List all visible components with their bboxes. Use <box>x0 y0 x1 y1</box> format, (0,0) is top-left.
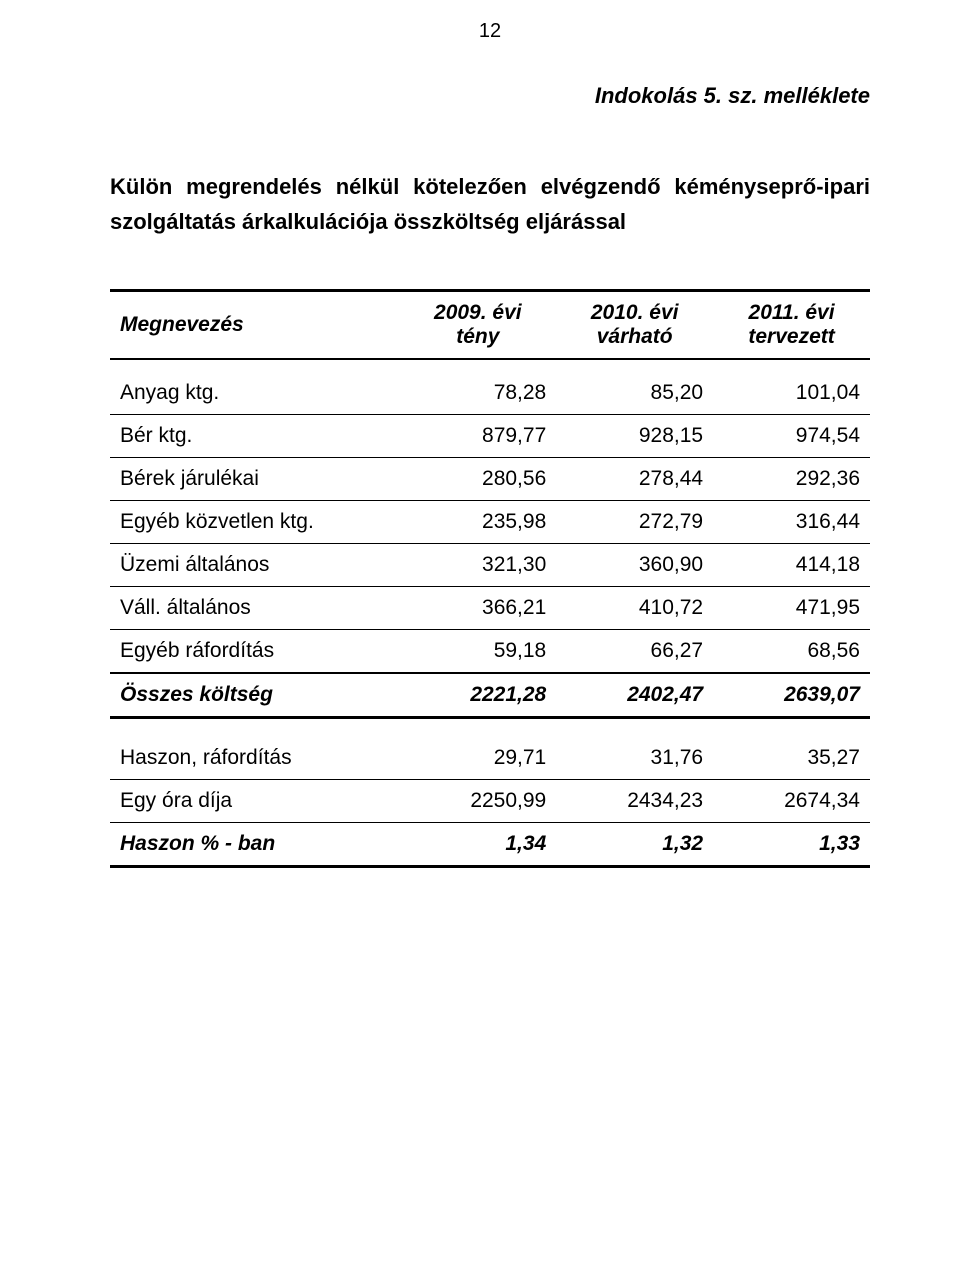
cell-value: 974,54 <box>713 415 870 458</box>
cell-value: 321,30 <box>399 544 556 587</box>
table-row: Haszon, ráfordítás 29,71 31,76 35,27 <box>110 737 870 780</box>
page: 12 Indokolás 5. sz. melléklete Külön meg… <box>0 0 960 1276</box>
cell-value: 879,77 <box>399 415 556 458</box>
table-header-row: Megnevezés 2009. évi tény 2010. évi várh… <box>110 291 870 360</box>
cell-value: 35,27 <box>713 737 870 780</box>
percent-row: Haszon % - ban 1,34 1,32 1,33 <box>110 823 870 867</box>
col-header-2009-line1: 2009. évi <box>434 301 522 324</box>
row-label: Üzemi általános <box>110 544 399 587</box>
cell-value: 66,27 <box>556 630 713 674</box>
cell-value: 2434,23 <box>556 780 713 823</box>
cell-value: 316,44 <box>713 501 870 544</box>
cell-value: 85,20 <box>556 372 713 415</box>
table-row: Egy óra díja 2250,99 2434,23 2674,34 <box>110 780 870 823</box>
cell-value: 235,98 <box>399 501 556 544</box>
cell-value: 280,56 <box>399 458 556 501</box>
table-row: Egyéb közvetlen ktg. 235,98 272,79 316,4… <box>110 501 870 544</box>
cell-value: 278,44 <box>556 458 713 501</box>
percent-label: Haszon % - ban <box>110 823 399 867</box>
cell-value: 101,04 <box>713 372 870 415</box>
cell-value: 272,79 <box>556 501 713 544</box>
cost-table: Megnevezés 2009. évi tény 2010. évi várh… <box>110 289 870 868</box>
cell-value: 59,18 <box>399 630 556 674</box>
col-header-2011-line2: tervezett <box>748 325 834 348</box>
table-row: Egyéb ráfordítás 59,18 66,27 68,56 <box>110 630 870 674</box>
cell-value: 410,72 <box>556 587 713 630</box>
total-value: 2402,47 <box>556 673 713 718</box>
cell-value: 360,90 <box>556 544 713 587</box>
cell-value: 471,95 <box>713 587 870 630</box>
percent-value: 1,32 <box>556 823 713 867</box>
row-label: Haszon, ráfordítás <box>110 737 399 780</box>
row-label: Egyéb ráfordítás <box>110 630 399 674</box>
total-row: Összes költség 2221,28 2402,47 2639,07 <box>110 673 870 718</box>
row-label: Bérek járulékai <box>110 458 399 501</box>
cell-value: 366,21 <box>399 587 556 630</box>
col-header-2009-line2: tény <box>456 325 499 348</box>
row-label: Egy óra díja <box>110 780 399 823</box>
cell-value: 2674,34 <box>713 780 870 823</box>
intro-paragraph: Külön megrendelés nélkül kötelezően elvé… <box>110 169 870 239</box>
table-row: Anyag ktg. 78,28 85,20 101,04 <box>110 372 870 415</box>
col-header-2010-line1: 2010. évi <box>591 301 679 324</box>
percent-value: 1,33 <box>713 823 870 867</box>
cell-value: 78,28 <box>399 372 556 415</box>
row-label: Egyéb közvetlen ktg. <box>110 501 399 544</box>
cell-value: 2250,99 <box>399 780 556 823</box>
row-label: Anyag ktg. <box>110 372 399 415</box>
col-header-2011-line1: 2011. évi <box>749 301 835 324</box>
cell-value: 68,56 <box>713 630 870 674</box>
cell-value: 928,15 <box>556 415 713 458</box>
cell-value: 292,36 <box>713 458 870 501</box>
col-header-2010: 2010. évi várható <box>556 291 713 360</box>
page-number: 12 <box>110 20 870 43</box>
col-header-2011: 2011. évi tervezett <box>713 291 870 360</box>
row-label: Váll. általános <box>110 587 399 630</box>
col-header-2009: 2009. évi tény <box>399 291 556 360</box>
cell-value: 414,18 <box>713 544 870 587</box>
total-value: 2221,28 <box>399 673 556 718</box>
cell-value: 29,71 <box>399 737 556 780</box>
doc-title: Indokolás 5. sz. melléklete <box>110 83 870 109</box>
total-label: Összes költség <box>110 673 399 718</box>
table-row: Váll. általános 366,21 410,72 471,95 <box>110 587 870 630</box>
col-header-megnevezes: Megnevezés <box>110 291 399 360</box>
col-header-2010-line2: várható <box>597 325 673 348</box>
table-row: Üzemi általános 321,30 360,90 414,18 <box>110 544 870 587</box>
row-label: Bér ktg. <box>110 415 399 458</box>
table-row: Bérek járulékai 280,56 278,44 292,36 <box>110 458 870 501</box>
cell-value: 31,76 <box>556 737 713 780</box>
total-value: 2639,07 <box>713 673 870 718</box>
percent-value: 1,34 <box>399 823 556 867</box>
table-row: Bér ktg. 879,77 928,15 974,54 <box>110 415 870 458</box>
